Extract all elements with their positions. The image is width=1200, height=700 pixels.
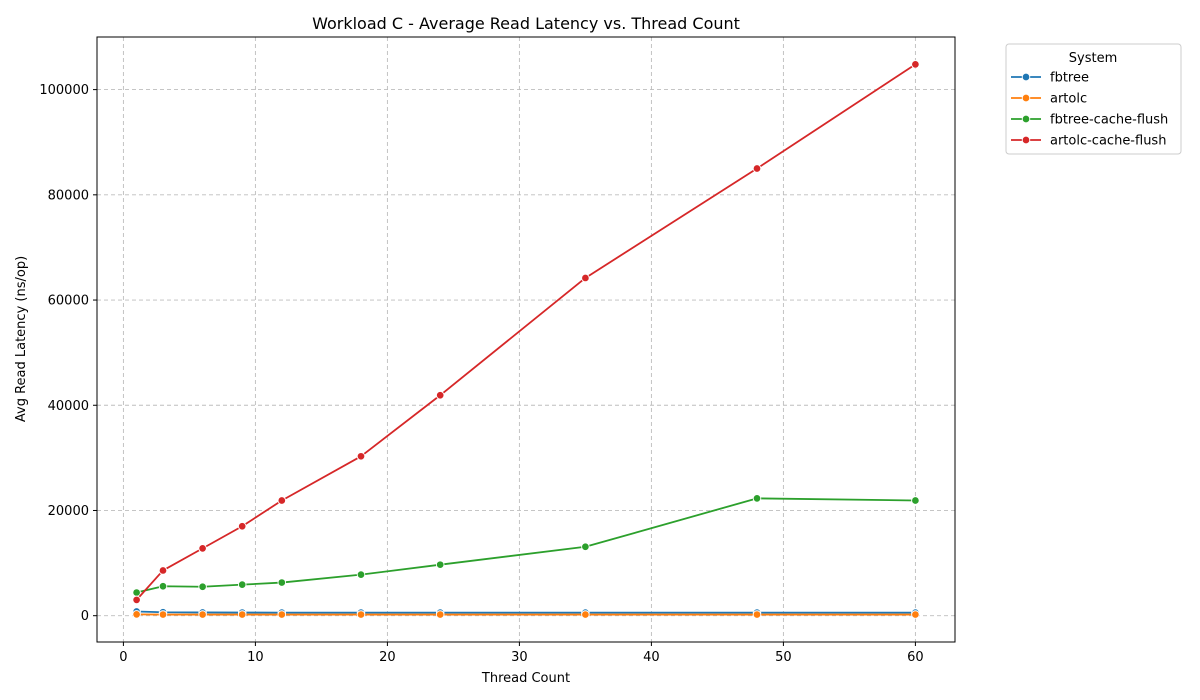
- x-tick-label: 60: [907, 650, 924, 665]
- data-point-fbtree-cache-flush: [198, 582, 207, 592]
- x-tick-label: 0: [119, 650, 127, 665]
- legend-frame: [1005, 43, 1182, 155]
- data-point-artolc-cache-flush: [752, 164, 762, 173]
- data-point-artolc: [911, 610, 920, 619]
- legend-title: System: [1069, 51, 1117, 66]
- data-point-artolc: [277, 610, 287, 619]
- data-point-artolc: [435, 610, 445, 619]
- legend-label: fbtree: [1050, 71, 1089, 86]
- data-point-artolc-cache-flush: [356, 452, 366, 461]
- data-point-artolc-cache-flush: [132, 595, 141, 605]
- data-point-artolc-cache-flush: [435, 391, 445, 400]
- axis-ticks: 0 10 20 30 40 50 60 0 20000 40000 60000 80000 100000: [39, 83, 923, 665]
- data-point-artolc-cache-flush: [911, 60, 920, 69]
- y-axis-title: Avg Read Latency (ns/op): [14, 256, 29, 422]
- data-point-fbtree-cache-flush: [435, 560, 445, 569]
- x-tick-label: 10: [247, 650, 264, 665]
- x-tick-label: 30: [511, 650, 528, 665]
- data-point-fbtree-cache-flush: [277, 578, 287, 587]
- data-point-fbtree-cache-flush: [356, 570, 366, 579]
- series-fbtree-cache-flush: [132, 494, 920, 597]
- chart-title: Workload C - Average Read Latency vs. Th…: [312, 14, 740, 33]
- legend: System fbtree artolc fbtree-cache-flush art…: [1005, 43, 1182, 155]
- data-point-fbtree-cache-flush: [158, 581, 168, 591]
- y-tick-label: 100000: [39, 83, 89, 98]
- data-point-artolc-cache-flush: [277, 496, 287, 505]
- grid-lines: [97, 37, 955, 642]
- data-point-artolc-cache-flush: [198, 544, 207, 553]
- data-point-fbtree-cache-flush: [911, 496, 920, 505]
- data-point-artolc: [237, 610, 247, 619]
- data-point-artolc: [752, 610, 762, 619]
- legend-items: fbtree artolc fbtree-cache-flush artolc-cac…: [1011, 71, 1168, 149]
- legend-item-fbtree-cache-flush: fbtree-cache-flush: [1011, 113, 1168, 128]
- series-line-fbtree-cache-flush: [136, 497, 916, 594]
- data-point-fbtree-cache-flush: [132, 588, 141, 597]
- legend-label: artolc-cache-flush: [1050, 134, 1166, 149]
- y-tick-label: 80000: [48, 188, 89, 203]
- series-line-fbtree: [136, 610, 916, 614]
- legend-label: artolc: [1050, 92, 1087, 107]
- legend-swatch-marker: [1021, 93, 1031, 103]
- plot-series: [132, 60, 920, 619]
- data-point-artolc: [198, 610, 207, 619]
- y-tick-label: 60000: [48, 294, 89, 309]
- x-tick-label: 50: [775, 650, 792, 665]
- x-axis-title: Thread Count: [481, 671, 570, 686]
- data-point-artolc: [581, 610, 590, 619]
- data-point-fbtree-cache-flush: [237, 580, 247, 589]
- data-point-artolc: [132, 610, 141, 619]
- data-point-artolc-cache-flush: [581, 273, 590, 283]
- series-artolc-cache-flush: [132, 60, 920, 605]
- series-line-artolc-cache-flush: [135, 63, 916, 601]
- y-tick-label: 40000: [48, 399, 89, 414]
- legend-label: fbtree-cache-flush: [1050, 113, 1168, 128]
- y-tick-label: 0: [81, 609, 89, 624]
- legend-item-artolc-cache-flush: artolc-cache-flush: [1011, 134, 1166, 149]
- x-tick-label: 40: [643, 650, 660, 665]
- data-point-fbtree-cache-flush: [581, 542, 590, 552]
- data-point-artolc-cache-flush: [158, 566, 168, 575]
- data-point-fbtree-cache-flush: [752, 494, 762, 503]
- series-artolc: [132, 610, 920, 619]
- data-point-artolc: [356, 610, 366, 619]
- data-point-artolc: [158, 610, 168, 619]
- legend-swatch-marker: [1021, 135, 1031, 145]
- y-tick-label: 20000: [48, 504, 89, 519]
- x-tick-label: 20: [379, 650, 396, 665]
- data-point-artolc-cache-flush: [237, 522, 247, 531]
- legend-swatch-marker: [1021, 72, 1031, 82]
- legend-item-artolc: artolc: [1011, 92, 1087, 107]
- legend-swatch-marker: [1021, 114, 1031, 124]
- legend-item-fbtree: fbtree: [1011, 71, 1089, 86]
- plot-area-frame: [96, 36, 956, 643]
